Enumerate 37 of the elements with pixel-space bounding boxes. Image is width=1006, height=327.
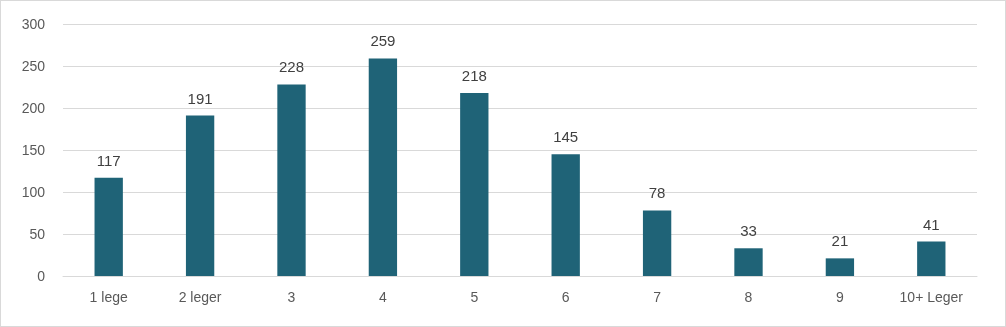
y-tick-label: 300	[21, 16, 46, 32]
data-label: 41	[922, 215, 940, 233]
bar	[917, 241, 946, 276]
bar	[94, 177, 123, 276]
x-tick-label: 5	[470, 289, 479, 305]
x-tick-label: 4	[379, 289, 387, 305]
bar	[460, 92, 489, 276]
x-tick-label: 1 lege	[89, 289, 128, 305]
bar	[825, 258, 855, 276]
data-label: 21	[831, 232, 849, 250]
x-tick-label: 2 leger	[178, 289, 222, 305]
y-tick-label: 200	[21, 100, 46, 116]
x-tick-label: 3	[287, 289, 296, 305]
y-tick-label: 50	[29, 226, 46, 242]
data-label: 259	[370, 32, 396, 50]
bar	[642, 210, 672, 276]
x-tick-label: 6	[561, 289, 570, 305]
data-label: 218	[461, 66, 487, 84]
bar	[277, 84, 306, 276]
data-label: 33	[740, 222, 757, 240]
y-tick-label: 150	[21, 142, 46, 158]
x-tick-label: 8	[744, 289, 753, 305]
data-label: 78	[648, 184, 666, 202]
bar	[734, 248, 763, 276]
data-label: 228	[278, 58, 305, 76]
data-label: 117	[96, 151, 121, 169]
x-tick-label: 10+ Leger	[899, 289, 964, 305]
x-tick-label: 7	[653, 289, 662, 305]
data-label: 191	[187, 89, 213, 107]
bar	[551, 154, 580, 276]
bar	[368, 58, 398, 276]
y-tick-label: 0	[37, 268, 46, 284]
x-tick-label: 9	[836, 289, 844, 305]
y-tick-label: 100	[21, 184, 46, 200]
y-tick-label: 250	[21, 58, 46, 74]
bar	[185, 115, 215, 276]
data-label: 145	[553, 128, 579, 146]
